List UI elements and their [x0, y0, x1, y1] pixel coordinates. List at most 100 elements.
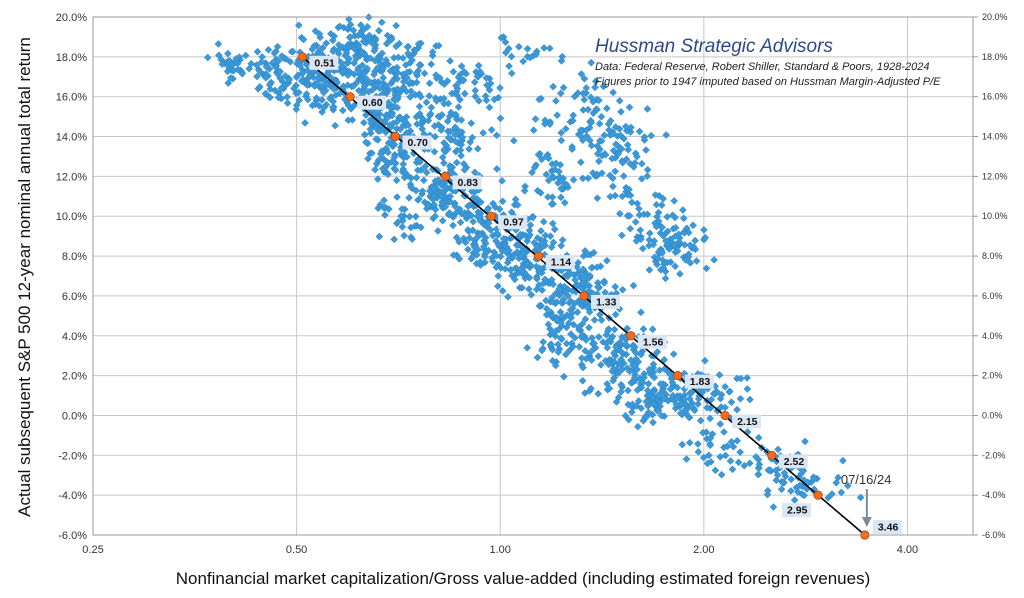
scatter-point — [390, 54, 398, 62]
scatter-point — [593, 263, 601, 271]
scatter-point — [509, 136, 518, 145]
scatter-point — [599, 82, 608, 91]
scatter-point — [417, 166, 425, 174]
scatter-point — [624, 400, 633, 409]
scatter-point — [699, 428, 707, 437]
y-tick-label-left: -6.0% — [58, 530, 87, 542]
scatter-point — [632, 237, 641, 245]
scatter-point — [694, 400, 702, 408]
scatter-point — [224, 79, 233, 87]
scatter-point — [366, 125, 375, 134]
scatter-point — [616, 360, 624, 368]
scatter-point — [557, 319, 565, 327]
scatter-point — [477, 198, 485, 206]
scatter-point — [629, 281, 638, 290]
scatter-point — [587, 264, 596, 272]
scatter-point — [542, 304, 551, 313]
scatter-point — [434, 176, 442, 185]
scatter-point — [378, 18, 386, 27]
scatter-point — [670, 197, 678, 205]
scatter-point — [676, 400, 685, 408]
scatter-point — [609, 182, 617, 191]
scatter-point — [460, 67, 468, 76]
scatter-point — [383, 31, 392, 40]
scatter-point — [493, 229, 501, 238]
scatter-point — [790, 496, 799, 504]
scatter-point — [241, 51, 250, 60]
scatter-point — [777, 485, 786, 494]
scatter-point — [587, 356, 596, 364]
scatter-point — [582, 126, 591, 134]
scatter-point — [837, 488, 846, 497]
scatter-point — [483, 81, 491, 90]
scatter-point — [461, 238, 470, 247]
scatter-point — [660, 394, 668, 403]
y-tick-label-right: 4.0% — [982, 331, 1003, 341]
scatter-point — [536, 189, 545, 197]
scatter-point — [562, 350, 570, 359]
scatter-point — [464, 245, 472, 254]
scatter-point — [636, 226, 645, 234]
scatter-point — [746, 459, 754, 468]
scatter-point — [384, 205, 393, 213]
scatter-point — [670, 241, 679, 249]
scatter-point — [294, 88, 303, 97]
scatter-point — [331, 121, 339, 130]
scatter-point — [444, 210, 453, 219]
scatter-point — [337, 58, 345, 67]
scatter-point — [608, 367, 617, 376]
scatter-point — [610, 349, 618, 357]
scatter-point — [611, 167, 619, 176]
scatter-point — [754, 433, 763, 442]
scatter-point — [546, 232, 555, 240]
scatter-point — [264, 45, 273, 54]
y-tick-label-left: 10.0% — [56, 211, 87, 223]
scatter-point — [357, 48, 366, 57]
scatter-point — [660, 356, 669, 364]
scatter-point — [628, 342, 637, 350]
scatter-point — [412, 78, 421, 87]
value-label: 0.51 — [314, 57, 335, 69]
scatter-point — [603, 380, 611, 388]
scatter-point — [595, 119, 604, 128]
scatter-point — [282, 55, 290, 63]
scatter-point — [425, 92, 434, 100]
y-axis-label: Actual subsequent S&P 500 12-year nomina… — [15, 37, 34, 517]
fit-marker — [673, 371, 683, 381]
scatter-point — [652, 200, 661, 209]
scatter-point — [438, 153, 447, 162]
scatter-point — [405, 193, 413, 202]
scatter-point — [316, 45, 325, 53]
scatter-point — [534, 150, 543, 159]
scatter-point — [505, 255, 513, 264]
scatter-point — [635, 127, 644, 136]
scatter-point — [308, 45, 317, 54]
scatter-point — [393, 75, 402, 83]
scatter-point — [594, 352, 603, 361]
scatter-point — [326, 94, 334, 103]
scatter-point — [623, 141, 632, 149]
scatter-point — [653, 260, 661, 269]
scatter-point — [310, 82, 319, 90]
scatter-point — [549, 238, 558, 247]
y-tick-label-right: -6.0% — [982, 530, 1006, 540]
scatter-point — [711, 390, 719, 398]
scatter-point — [508, 233, 517, 241]
scatter-point — [405, 212, 414, 221]
scatter-point — [614, 149, 623, 158]
value-label-box — [732, 414, 762, 429]
scatter-point — [283, 99, 292, 107]
scatter-point — [437, 126, 446, 134]
scatter-point — [502, 247, 510, 256]
scatter-point — [383, 114, 392, 123]
scatter-point — [637, 350, 645, 359]
scatter-point — [426, 109, 435, 118]
scatter-point — [465, 145, 473, 153]
scatter-point — [654, 407, 662, 416]
scatter-point — [415, 102, 424, 111]
scatter-point — [684, 250, 693, 258]
value-label: 1.33 — [596, 296, 617, 308]
x-tick-label: 2.00 — [693, 544, 714, 556]
scatter-point — [721, 382, 729, 391]
scatter-point — [444, 133, 453, 142]
